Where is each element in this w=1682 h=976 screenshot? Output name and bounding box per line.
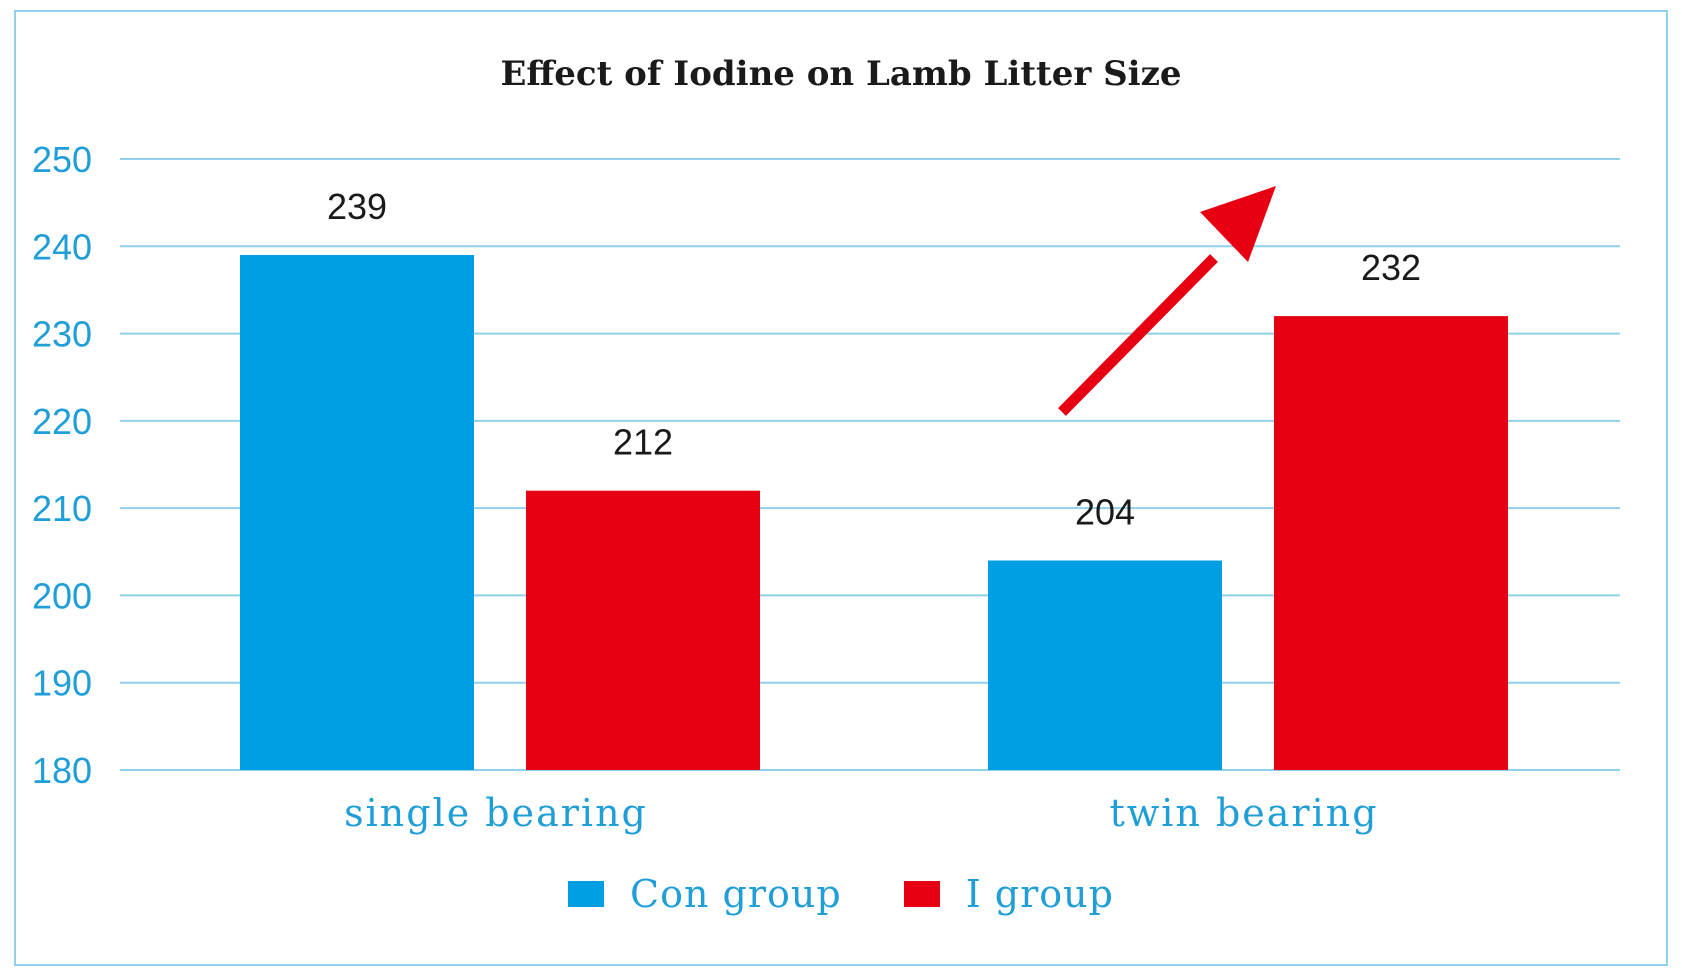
bar <box>526 490 760 770</box>
y-tick-label: 200 <box>32 575 92 616</box>
legend-item-con: Con group <box>568 872 842 916</box>
y-tick-label: 210 <box>32 488 92 529</box>
bar <box>1274 316 1508 770</box>
bar <box>988 560 1222 770</box>
bars <box>240 255 1508 770</box>
x-axis-categories: single bearing twin bearing <box>344 791 1378 835</box>
legend-item-i: I group <box>903 872 1114 916</box>
data-labels: 239 212 204 232 <box>327 186 1421 533</box>
legend-label-i: I group <box>965 872 1114 916</box>
arrow-head <box>1200 186 1276 262</box>
y-axis-ticks: 180 190 200 210 220 230 240 250 <box>32 139 92 791</box>
bar <box>240 255 474 770</box>
arrow-shaft <box>1058 254 1218 416</box>
data-label: 204 <box>1075 492 1135 533</box>
data-label: 212 <box>613 422 673 463</box>
chart-title: Effect of Iodine on Lamb Litter Size <box>500 54 1182 94</box>
y-tick-label: 190 <box>32 663 92 704</box>
data-label: 232 <box>1361 247 1421 288</box>
y-tick-label: 240 <box>32 226 92 267</box>
legend-swatch-i <box>903 881 940 907</box>
x-category-label: single bearing <box>344 791 648 835</box>
x-category-label: twin bearing <box>1109 791 1378 835</box>
y-tick-label: 250 <box>32 139 92 180</box>
y-tick-label: 220 <box>32 401 92 442</box>
y-tick-label: 230 <box>32 314 92 355</box>
legend-label-con: Con group <box>630 872 842 916</box>
trend-arrow-icon <box>1058 186 1276 416</box>
y-tick-label: 180 <box>32 750 92 791</box>
legend: Con group I group <box>0 872 1682 916</box>
legend-swatch-con <box>568 881 605 907</box>
data-label: 239 <box>327 186 387 227</box>
